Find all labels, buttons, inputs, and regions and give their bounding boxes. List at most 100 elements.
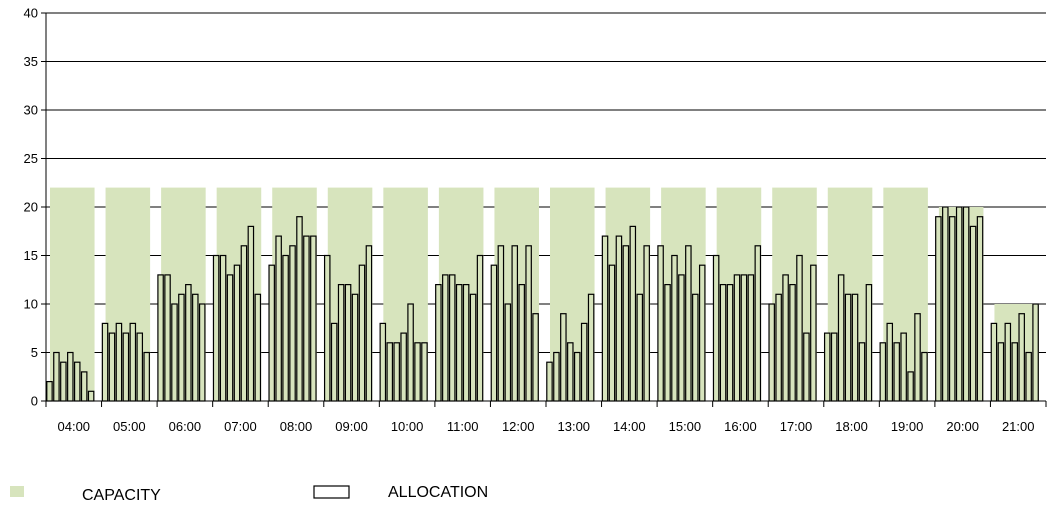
allocation-bar xyxy=(747,274,755,402)
allocation-bar xyxy=(865,284,873,402)
allocation-bar xyxy=(990,322,998,402)
allocation-bar xyxy=(393,342,400,402)
allocation-bar xyxy=(942,206,949,402)
allocation-bar xyxy=(712,254,720,402)
allocation-bar xyxy=(914,313,921,402)
allocation-bar xyxy=(407,303,414,402)
allocation-bar xyxy=(435,284,442,402)
allocation-bar xyxy=(122,332,130,402)
allocation-bar xyxy=(80,371,88,402)
y-tick-label: 0 xyxy=(31,394,38,409)
x-tick-label: 04:00 xyxy=(58,419,91,434)
x-tick-label: 12:00 xyxy=(502,419,535,434)
allocation-bar xyxy=(935,216,942,402)
allocation-bar xyxy=(796,254,803,402)
x-tick-label: 18:00 xyxy=(835,419,868,434)
allocation-bar xyxy=(268,264,275,402)
legend-capacity-label: CAPACITY xyxy=(82,487,161,504)
allocation-bar xyxy=(719,284,727,402)
allocation-bar xyxy=(192,293,199,402)
allocation-bar xyxy=(46,381,53,402)
allocation-bar xyxy=(462,284,470,402)
allocation-bar xyxy=(962,206,970,402)
allocation-bar xyxy=(358,264,366,402)
allocation-bar xyxy=(969,225,977,402)
x-tick-label: 15:00 xyxy=(669,419,702,434)
y-tick-label: 5 xyxy=(31,345,38,360)
x-tick-label: 10:00 xyxy=(391,419,424,434)
allocation-bar xyxy=(101,322,109,402)
allocation-bar xyxy=(60,361,67,402)
allocation-bar xyxy=(643,245,650,402)
allocation-bar xyxy=(379,322,387,402)
allocation-bar xyxy=(837,274,845,402)
allocation-bar xyxy=(233,264,241,402)
allocation-bar xyxy=(219,254,227,402)
x-tick-label: 17:00 xyxy=(780,419,813,434)
allocation-bar xyxy=(511,245,519,402)
allocation-bar xyxy=(601,235,609,402)
axes: 0 5 10 15 20 25 30 35 40 04:00 05:00 06:00 07:00 08:0… xyxy=(24,6,1047,434)
x-tick-label: 06:00 xyxy=(169,419,202,434)
allocation-bar xyxy=(476,254,484,402)
allocation-bar xyxy=(198,303,206,402)
allocation-bar xyxy=(490,264,498,402)
allocation-bar xyxy=(1018,313,1025,402)
allocation-bar xyxy=(386,342,394,402)
allocation-bar xyxy=(1011,342,1019,402)
allocation-bar xyxy=(615,235,623,402)
allocation-bar xyxy=(733,274,741,402)
allocation-bar xyxy=(518,284,525,402)
allocation-bar xyxy=(212,254,220,402)
allocation-bar xyxy=(178,293,185,402)
x-tick-label: 20:00 xyxy=(946,419,979,434)
allocation-bar xyxy=(337,284,345,402)
y-tick-label: 15 xyxy=(24,248,38,263)
allocation-bar xyxy=(844,293,852,402)
y-tick-label: 10 xyxy=(24,297,38,312)
allocation-bar xyxy=(310,235,317,402)
allocation-bar xyxy=(754,245,762,402)
x-tick-label: 14:00 xyxy=(613,419,646,434)
allocation-bar xyxy=(129,322,137,402)
allocation-bar xyxy=(303,235,310,402)
allocation-bar xyxy=(185,284,192,402)
allocation-bar xyxy=(886,322,894,402)
allocation-bar xyxy=(664,284,671,402)
y-tick-label: 20 xyxy=(24,200,38,215)
allocation-bar xyxy=(830,332,838,402)
y-tick-label: 30 xyxy=(24,103,38,118)
allocation-bar xyxy=(136,332,144,402)
allocation-bar xyxy=(685,245,692,402)
legend-allocation-label: ALLOCATION xyxy=(388,484,488,501)
allocation-bar xyxy=(921,351,928,402)
allocation-bar xyxy=(698,264,706,402)
allocation-bar xyxy=(810,264,817,402)
allocation-bar xyxy=(87,390,95,402)
allocation-bar xyxy=(108,332,116,402)
allocation-bar xyxy=(143,351,150,402)
allocation-bar xyxy=(226,274,234,402)
x-tick-label: 21:00 xyxy=(1002,419,1035,434)
y-tick-label: 35 xyxy=(24,54,38,69)
allocation-bar xyxy=(53,351,60,402)
allocation-bar xyxy=(587,293,595,402)
allocation-bar xyxy=(289,245,296,402)
allocation-bar xyxy=(275,235,282,402)
allocation-bar xyxy=(803,332,810,402)
allocation-bar xyxy=(573,351,581,402)
allocation-bar xyxy=(948,216,956,402)
allocation-bar xyxy=(455,284,463,402)
allocation-bar xyxy=(893,342,900,402)
allocation-bar xyxy=(67,351,74,402)
allocation-bar xyxy=(1025,351,1032,402)
legend-allocation-swatch xyxy=(313,485,350,499)
allocation-bar xyxy=(782,274,789,402)
allocation-bar xyxy=(497,245,505,402)
x-tick-label: 11:00 xyxy=(447,419,479,434)
allocation-bar xyxy=(858,342,866,402)
allocation-bar xyxy=(560,313,567,402)
allocation-bar xyxy=(622,245,630,402)
